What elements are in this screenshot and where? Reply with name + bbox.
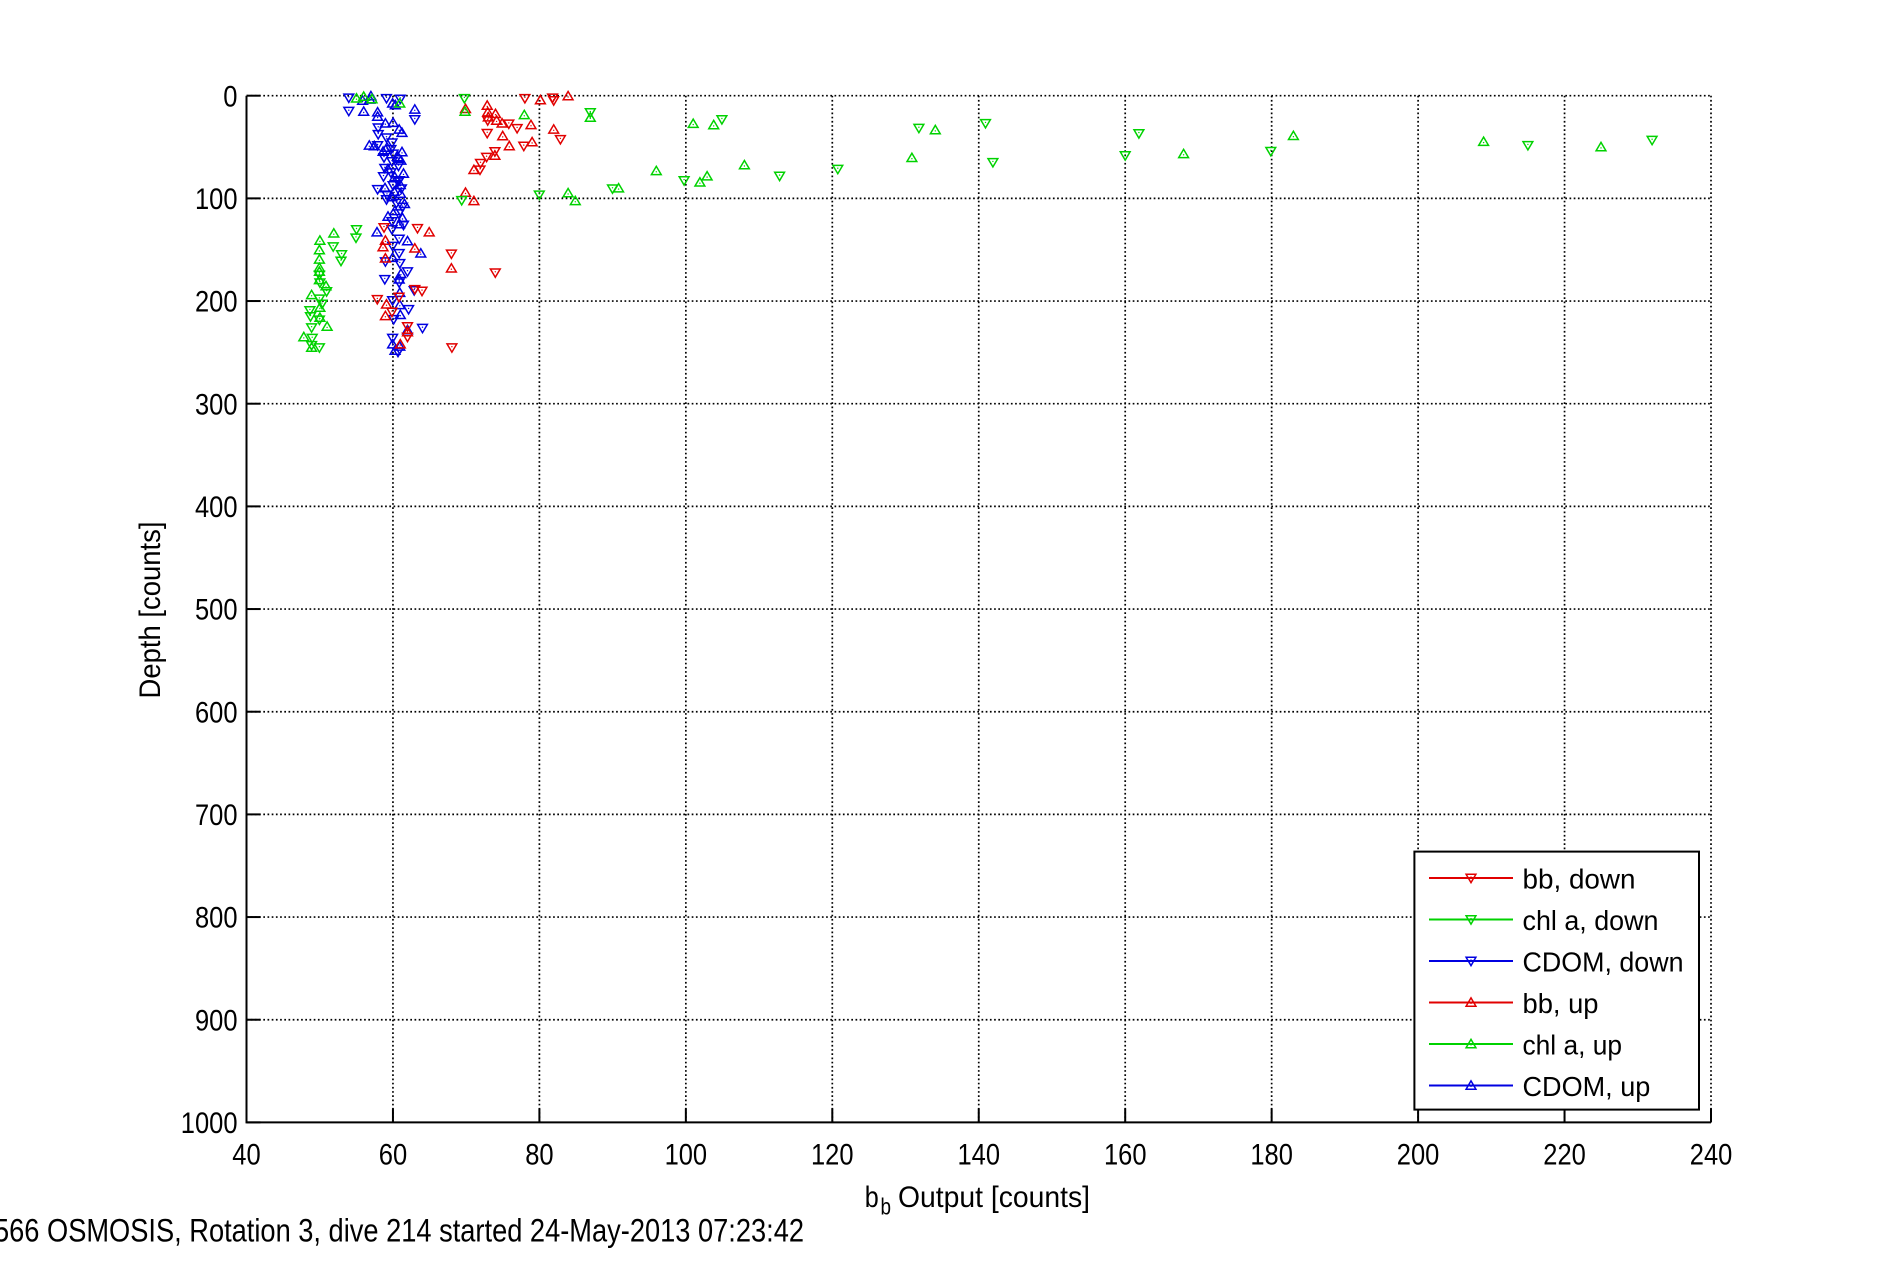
svg-text:40: 40 — [232, 1139, 260, 1172]
svg-text:160: 160 — [1104, 1139, 1147, 1172]
svg-text:Depth [counts]: Depth [counts] — [134, 522, 167, 699]
svg-text:240: 240 — [1690, 1139, 1733, 1172]
svg-text:60: 60 — [379, 1139, 407, 1172]
svg-text:600: 600 — [195, 696, 238, 729]
svg-text:140: 140 — [958, 1139, 1001, 1172]
svg-text:1000: 1000 — [181, 1107, 238, 1140]
svg-text:b: b — [865, 1181, 879, 1214]
svg-text:CDOM, up: CDOM, up — [1523, 1071, 1651, 1102]
svg-text:500: 500 — [195, 594, 238, 627]
svg-text:400: 400 — [195, 491, 238, 524]
svg-text:800: 800 — [195, 902, 238, 935]
svg-text:bb, up: bb, up — [1523, 988, 1599, 1019]
svg-text:b: b — [881, 1194, 892, 1220]
svg-text:80: 80 — [525, 1139, 553, 1172]
svg-text:chl a, up: chl a, up — [1523, 1030, 1623, 1061]
svg-text:120: 120 — [811, 1139, 854, 1172]
svg-text:chl a, down: chl a, down — [1523, 905, 1659, 936]
svg-text:bb, down: bb, down — [1523, 864, 1636, 895]
svg-text:220: 220 — [1543, 1139, 1586, 1172]
svg-text:900: 900 — [195, 1004, 238, 1037]
svg-text:200: 200 — [195, 286, 238, 319]
svg-text:100: 100 — [665, 1139, 708, 1172]
svg-text:300: 300 — [195, 388, 238, 421]
svg-text:700: 700 — [195, 799, 238, 832]
svg-text:200: 200 — [1397, 1139, 1440, 1172]
svg-text:100: 100 — [195, 183, 238, 216]
svg-text:0: 0 — [223, 80, 237, 113]
svg-text:Output [counts]: Output [counts] — [898, 1181, 1090, 1214]
svg-text:566 OSMOSIS, Rotation 3, dive: 566 OSMOSIS, Rotation 3, dive 214 starte… — [0, 1213, 804, 1249]
svg-text:180: 180 — [1250, 1139, 1293, 1172]
svg-text:CDOM, down: CDOM, down — [1523, 947, 1684, 978]
